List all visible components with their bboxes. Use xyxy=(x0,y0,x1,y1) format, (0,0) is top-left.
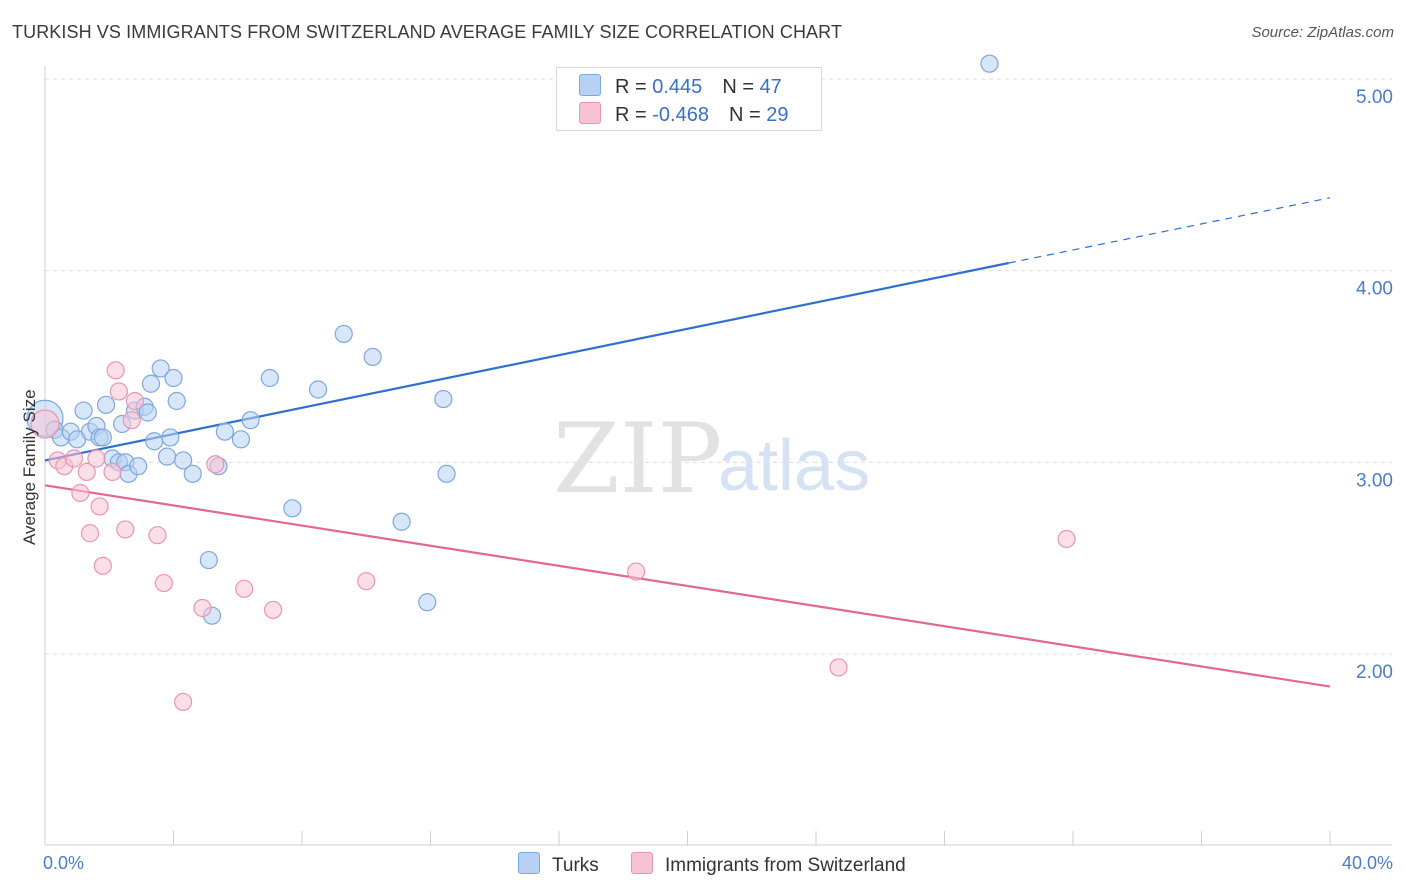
trend-lines xyxy=(44,197,1331,688)
point-turks xyxy=(161,428,180,447)
series-swatch-turks xyxy=(518,852,540,874)
watermark-zip: ZIP xyxy=(553,403,722,515)
x-tick-label-min: 0.0% xyxy=(43,853,84,873)
point-swiss xyxy=(90,497,109,516)
point-turks xyxy=(231,430,251,449)
y-tick-label: 3.00 xyxy=(1356,470,1393,491)
point-swiss xyxy=(106,361,125,380)
legend-n-label: N = xyxy=(728,104,767,126)
point-swiss xyxy=(626,562,646,581)
point-swiss xyxy=(174,692,193,712)
y-tick-label: 4.00 xyxy=(1356,279,1393,300)
legend-r-value-swiss: -0.468 xyxy=(652,104,709,126)
point-swiss xyxy=(829,658,848,677)
y-tick-label: 2.00 xyxy=(1356,662,1393,683)
point-swiss xyxy=(77,462,96,482)
legend-row-swiss: R = -0.468 N = 29 xyxy=(579,102,788,128)
point-swiss xyxy=(1057,529,1076,549)
trend-line-turks xyxy=(44,261,1009,462)
legend-n-value-turks: 47 xyxy=(759,76,782,98)
point-swiss xyxy=(122,411,141,430)
point-turks xyxy=(308,380,328,399)
point-turks xyxy=(174,451,193,470)
point-swiss xyxy=(80,524,100,543)
point-turks xyxy=(167,391,186,411)
point-swiss xyxy=(116,520,135,539)
series-label-turks: Turks xyxy=(552,855,599,876)
point-swiss xyxy=(357,572,376,591)
source-credit: Source: ZipAtlas.com xyxy=(1251,24,1394,41)
chart-title: TURKISH VS IMMIGRANTS FROM SWITZERLAND A… xyxy=(12,22,843,42)
point-turks xyxy=(363,347,382,367)
legend-swatch-swiss xyxy=(579,102,601,124)
x-tick-label-max: 40.0% xyxy=(1342,853,1393,873)
legend-n-label: N = xyxy=(722,76,760,98)
point-swiss xyxy=(263,600,283,620)
legend-r-label: R = xyxy=(615,76,653,98)
point-turks xyxy=(96,395,116,414)
point-swiss xyxy=(71,483,90,503)
point-turks xyxy=(980,54,999,73)
point-swiss xyxy=(125,391,145,411)
series-label-swiss: Immigrants from Switzerland xyxy=(665,855,906,876)
point-turks xyxy=(260,368,279,388)
point-swiss xyxy=(193,598,212,618)
legend-n-value-swiss: 29 xyxy=(766,104,789,126)
point-turks xyxy=(418,593,437,612)
point-turks xyxy=(151,359,170,378)
point-turks xyxy=(183,464,202,483)
legend-swatch-turks xyxy=(579,74,601,96)
point-swiss xyxy=(148,526,167,545)
series-legend: Turks Immigrants from Switzerland xyxy=(0,852,1406,878)
point-swiss xyxy=(87,449,106,468)
legend-r-value-turks: 0.445 xyxy=(652,76,703,98)
series-legend-turks: Turks xyxy=(518,852,599,877)
trend-line-swiss xyxy=(44,484,1331,688)
y-axis-label: Average Family Size xyxy=(20,389,39,545)
point-turks xyxy=(141,374,161,393)
point-swiss xyxy=(109,382,128,401)
watermark-atlas: atlas xyxy=(718,426,870,506)
trend-extension-turks xyxy=(1008,197,1331,264)
point-turks xyxy=(74,401,93,420)
point-turks xyxy=(93,428,112,447)
point-turks xyxy=(164,368,183,388)
point-turks xyxy=(334,324,353,344)
y-tick-label: 5.00 xyxy=(1356,87,1393,108)
axes xyxy=(44,66,1392,846)
watermark: ZIP atlas xyxy=(553,403,870,515)
point-swiss xyxy=(235,579,254,598)
point-turks xyxy=(437,464,456,483)
point-turks xyxy=(145,432,164,451)
correlation-legend: R = 0.445 N = 47 R = -0.468 N = 29 xyxy=(556,67,822,131)
point-swiss xyxy=(93,556,112,575)
tick-labels: 2.00 3.00 4.00 5.00 0.0% 40.0% xyxy=(43,87,1393,873)
point-turks xyxy=(129,457,148,476)
point-swiss xyxy=(206,455,225,474)
legend-row-turks: R = 0.445 N = 47 xyxy=(579,74,782,100)
series-legend-swiss: Immigrants from Switzerland xyxy=(631,852,906,877)
point-swiss xyxy=(30,409,60,439)
point-swiss xyxy=(103,462,122,482)
point-turks xyxy=(199,550,218,570)
point-turks xyxy=(392,512,411,531)
point-turks xyxy=(157,447,177,466)
point-turks xyxy=(138,403,157,422)
point-swiss xyxy=(64,449,84,468)
legend-r-label: R = xyxy=(615,104,653,126)
point-turks xyxy=(215,422,234,441)
grid-lines xyxy=(45,78,1392,655)
point-turks xyxy=(283,499,302,518)
data-points xyxy=(26,54,1076,712)
point-turks xyxy=(434,389,453,409)
point-turks xyxy=(241,411,260,430)
series-swatch-swiss xyxy=(631,852,653,874)
point-swiss xyxy=(154,573,173,593)
